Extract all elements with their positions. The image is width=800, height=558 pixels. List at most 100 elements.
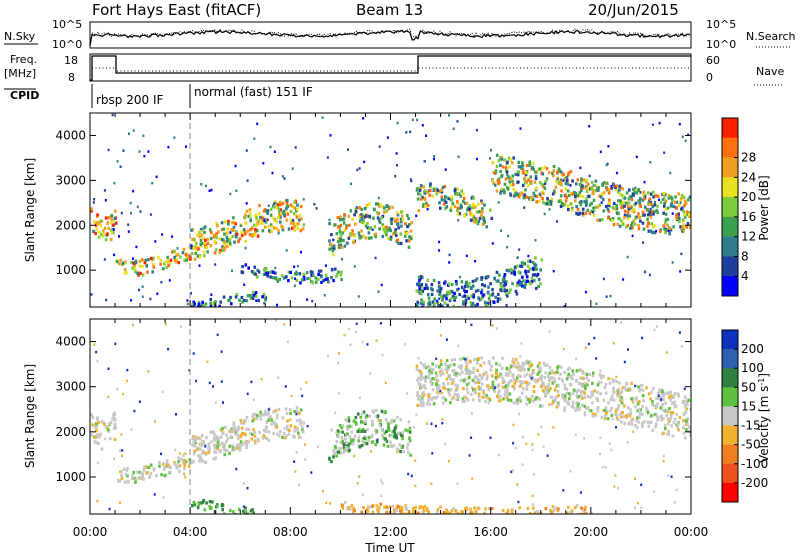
power-cell xyxy=(496,178,500,182)
x-tick-1: 04:00 xyxy=(173,525,208,539)
velocity-cell xyxy=(375,429,379,433)
power-cell xyxy=(149,297,152,301)
power-cell xyxy=(456,212,460,216)
power-cell xyxy=(407,239,411,243)
power-cell xyxy=(619,202,622,206)
velocity-cell xyxy=(482,389,485,393)
power-cell xyxy=(480,199,483,203)
power-cell xyxy=(382,225,385,229)
power-cell xyxy=(648,202,651,206)
power-cell xyxy=(534,174,538,178)
velocity-cell xyxy=(531,494,534,498)
velocity-cell xyxy=(601,465,604,469)
power-cell xyxy=(415,289,419,293)
velocity-cell xyxy=(466,362,469,366)
velocity-cell xyxy=(386,444,390,448)
power-cell xyxy=(453,298,456,302)
velocity-cell xyxy=(158,464,161,468)
velocity-cell xyxy=(465,364,468,368)
velocity-cell xyxy=(219,449,223,453)
power-cell xyxy=(428,300,431,304)
power-cell xyxy=(277,229,280,233)
velocity-cell xyxy=(453,357,456,362)
velocity-cell xyxy=(220,350,223,353)
velocity-cell xyxy=(383,505,386,509)
velocity-cell xyxy=(126,474,129,478)
velocity-cell xyxy=(258,414,262,418)
velocity-cell xyxy=(485,377,489,381)
power-cell xyxy=(500,189,503,193)
velocity-cell xyxy=(430,482,433,485)
velocity-cell xyxy=(241,443,244,447)
power-cell xyxy=(541,197,544,201)
power-cell xyxy=(448,261,451,264)
velocity-cell xyxy=(575,393,579,397)
velocity-cell xyxy=(506,509,510,513)
power-cell xyxy=(257,270,261,274)
power-cell xyxy=(663,193,667,197)
velocity-cell xyxy=(376,438,379,441)
velocity-cell xyxy=(406,446,409,450)
power-cell xyxy=(568,193,571,198)
power-cell xyxy=(505,280,508,284)
velocity-cell xyxy=(531,369,535,373)
power-cell xyxy=(511,179,514,183)
velocity-cell xyxy=(454,383,457,387)
velocity-cell xyxy=(204,460,208,464)
velocity-cell xyxy=(401,436,404,441)
velocity-cell xyxy=(638,412,642,416)
power-cell xyxy=(200,233,204,237)
velocity-cell xyxy=(583,404,586,409)
power-cell xyxy=(544,180,547,184)
velocity-colorbar-tick-7: -200 xyxy=(741,476,768,490)
velocity-cell xyxy=(525,372,529,376)
velocity-cell xyxy=(540,378,543,382)
velocity-cell xyxy=(517,368,521,372)
velocity-cell xyxy=(179,457,183,461)
velocity-cell xyxy=(587,342,590,346)
power-cell xyxy=(326,277,329,281)
velocity-cell xyxy=(389,440,392,444)
power-cell xyxy=(423,198,427,202)
velocity-cell xyxy=(178,464,182,468)
velocity-cell xyxy=(491,383,495,387)
velocity-cell xyxy=(494,375,498,380)
power-cell xyxy=(262,162,265,165)
velocity-cell xyxy=(566,511,569,514)
velocity-cell xyxy=(392,505,394,508)
velocity-cell xyxy=(550,402,553,406)
power-cell xyxy=(578,183,582,187)
velocity-cell xyxy=(685,428,688,432)
velocity-cell xyxy=(395,508,398,512)
velocity-cell xyxy=(464,507,467,511)
power-cell xyxy=(680,194,684,198)
velocity-cell xyxy=(606,417,610,421)
power-cell xyxy=(175,253,178,257)
power-cell xyxy=(223,232,226,236)
velocity-cell xyxy=(378,424,382,428)
velocity-cell xyxy=(449,377,452,381)
date-title: 20/Jun/2015 xyxy=(588,1,679,19)
velocity-cell xyxy=(677,394,680,398)
velocity-cell xyxy=(453,371,457,375)
power-cell xyxy=(474,217,478,221)
power-cell xyxy=(475,128,478,132)
velocity-cell xyxy=(218,436,221,439)
velocity-cell xyxy=(302,421,305,425)
velocity-cell xyxy=(487,396,490,400)
power-cell xyxy=(185,145,187,148)
power-cell xyxy=(362,117,365,120)
power-cell xyxy=(95,227,98,231)
power-cell xyxy=(423,286,427,291)
velocity-cell xyxy=(343,333,346,337)
power-cell xyxy=(440,198,444,202)
power-cell xyxy=(633,190,637,194)
velocity-cell xyxy=(191,504,194,508)
power-cell xyxy=(472,214,475,218)
power-cell xyxy=(244,246,247,250)
power-cell xyxy=(528,160,531,164)
power-cell xyxy=(520,264,524,268)
velocity-cell xyxy=(430,371,433,375)
power-cell xyxy=(311,273,315,277)
power-cell xyxy=(220,237,224,242)
